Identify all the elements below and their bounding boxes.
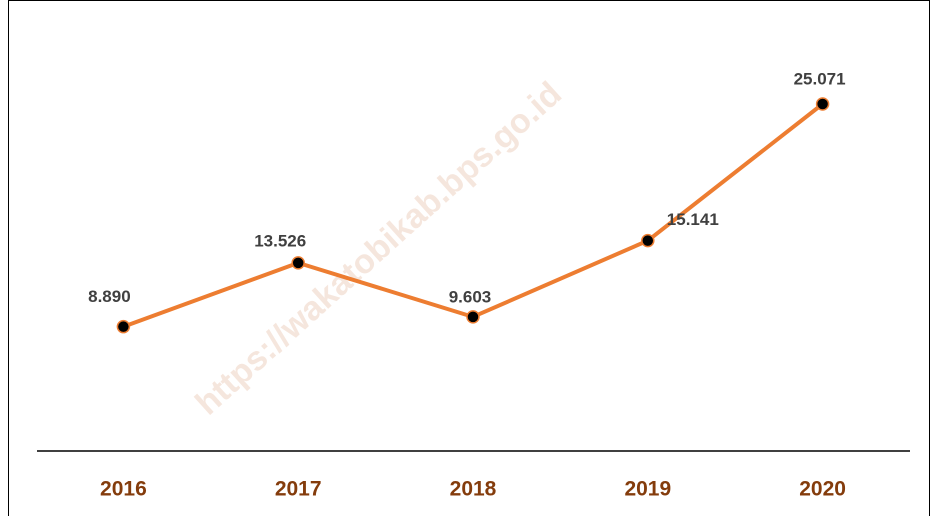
watermark: https://wakatobikab.bps.go.id: [188, 74, 569, 422]
value-label: 13.526: [254, 231, 306, 250]
value-label: 9.603: [449, 287, 492, 306]
marker: [116, 319, 131, 334]
x-tick-label: 2017: [275, 478, 322, 501]
marker: [815, 97, 830, 111]
marker: [291, 256, 305, 270]
frame: [8, 0, 930, 516]
value-label: 25.071: [794, 69, 846, 88]
value-label: 15.141: [667, 210, 719, 229]
x-tick-label: 2018: [450, 478, 497, 501]
marker: [466, 310, 480, 324]
x-tick-label: 2019: [624, 478, 671, 501]
marker: [641, 233, 655, 248]
x-tick-label: 2016: [100, 478, 147, 501]
x-tick-label: 2020: [799, 478, 846, 501]
value-label: 8.890: [88, 287, 131, 306]
